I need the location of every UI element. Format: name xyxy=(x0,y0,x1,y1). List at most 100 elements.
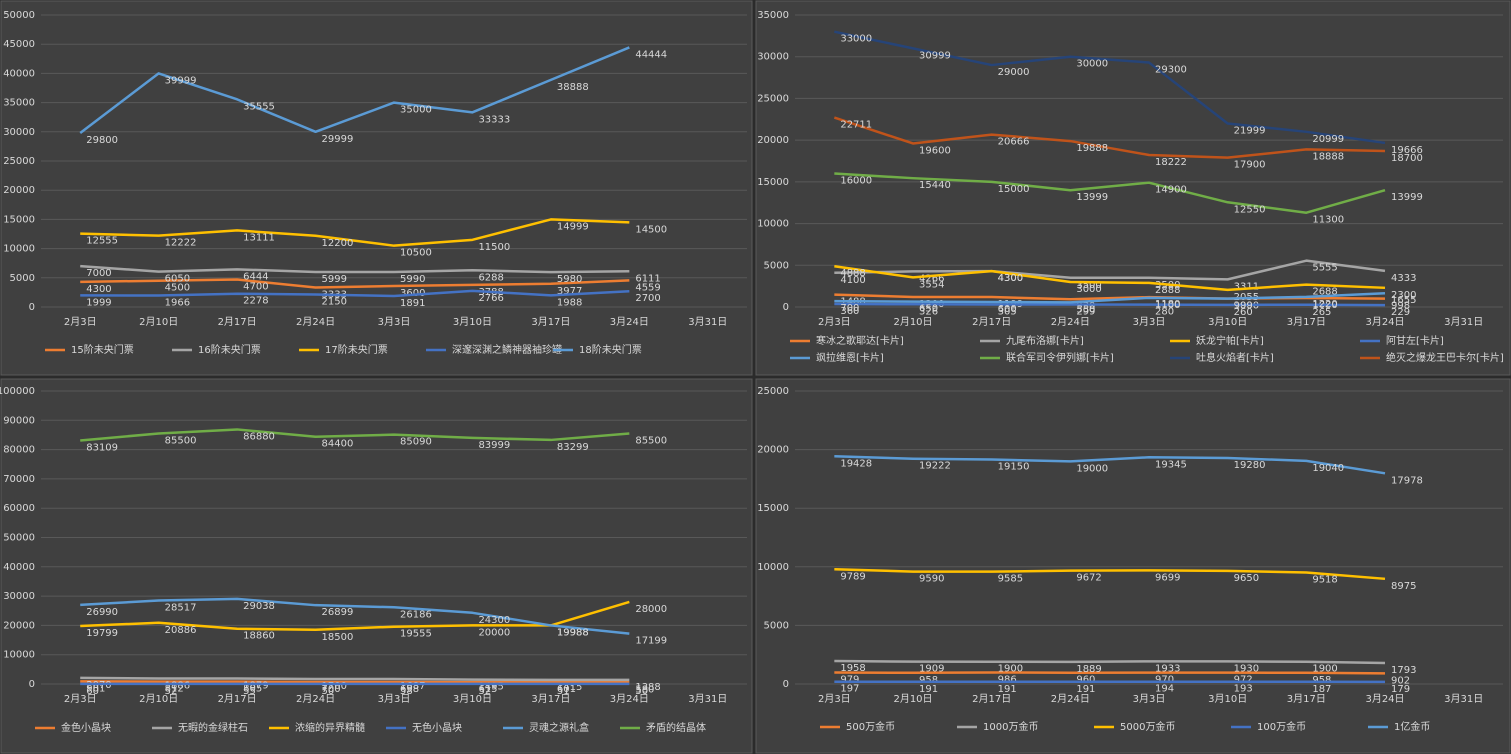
data-label: 972 xyxy=(1234,675,1253,686)
series-line xyxy=(80,597,630,635)
y-tick-label: 10000 xyxy=(3,650,35,661)
data-label: 700 xyxy=(840,303,859,314)
y-tick-label: 40000 xyxy=(3,562,35,573)
data-label: 35555 xyxy=(243,101,275,112)
panel xyxy=(755,378,1511,754)
data-label: 5555 xyxy=(1312,263,1337,274)
x-tick-label: 2月10日 xyxy=(139,693,178,705)
data-label: 1966 xyxy=(165,298,190,309)
series-line xyxy=(80,676,630,682)
data-label: 7000 xyxy=(86,268,111,279)
data-label: 83999 xyxy=(478,440,510,451)
y-tick-label: 45000 xyxy=(3,39,35,50)
y-tick-label: 5000 xyxy=(10,273,35,284)
data-label: 83299 xyxy=(557,442,589,453)
data-label: 1220 xyxy=(1312,299,1337,310)
x-tick-label: 2月17日 xyxy=(972,693,1011,705)
data-label: 901 xyxy=(86,683,105,694)
data-label: 1889 xyxy=(1076,664,1101,675)
legend-label: 寒冰之歌耶达[卡片] xyxy=(816,334,904,347)
x-tick-label: 3月10日 xyxy=(453,693,492,705)
x-tick-label: 3月17日 xyxy=(1287,316,1326,328)
data-label: 700 xyxy=(322,684,341,695)
legend-label: 17阶未央门票 xyxy=(325,343,388,356)
y-tick-label: 100000 xyxy=(0,386,35,397)
series-line xyxy=(834,671,1386,675)
data-label: 179 xyxy=(1391,684,1410,695)
data-label: 19222 xyxy=(919,461,951,472)
panel xyxy=(0,378,753,754)
data-label: 1900 xyxy=(1312,664,1337,675)
data-label: 193 xyxy=(1234,684,1253,695)
data-label: 1700 xyxy=(322,681,347,692)
series-line xyxy=(80,218,630,247)
data-label: 51 xyxy=(557,686,570,697)
x-tick-label: 2月24日 xyxy=(1051,693,1090,705)
data-label: 83109 xyxy=(86,442,118,453)
y-tick-label: 0 xyxy=(29,679,35,690)
x-tick-label: 3月24日 xyxy=(610,316,649,328)
data-label: 29300 xyxy=(1155,65,1187,76)
data-label: 13999 xyxy=(1076,192,1108,203)
y-tick-label: 50000 xyxy=(3,533,35,544)
data-label: 12555 xyxy=(86,236,118,247)
data-label: 18860 xyxy=(243,631,275,642)
data-label: 17900 xyxy=(1234,160,1266,171)
data-label: 194 xyxy=(1155,684,1174,695)
data-label: 1886 xyxy=(165,680,190,691)
series-line xyxy=(80,428,630,442)
data-label: 3554 xyxy=(919,279,944,290)
y-tick-label: 90000 xyxy=(3,415,35,426)
data-label: 4333 xyxy=(1391,273,1416,284)
legend-label: 15阶未央门票 xyxy=(71,343,134,356)
y-tick-label: 35000 xyxy=(757,10,789,21)
data-label: 191 xyxy=(919,684,938,695)
data-label: 2070 xyxy=(86,680,111,691)
x-tick-label: 3月17日 xyxy=(1287,693,1326,705)
data-label: 24300 xyxy=(478,615,510,626)
data-label: 19799 xyxy=(86,628,118,639)
x-tick-label: 3月31日 xyxy=(1444,316,1483,328)
data-label: 4266 xyxy=(919,273,944,284)
data-label: 39999 xyxy=(165,75,197,86)
data-label: 9672 xyxy=(1076,573,1101,584)
data-label: 52 xyxy=(165,686,178,697)
data-label: 2150 xyxy=(322,296,347,307)
y-tick-label: 0 xyxy=(29,302,35,313)
series-line xyxy=(80,600,630,632)
x-tick-label: 3月24日 xyxy=(610,693,649,705)
data-label: 30999 xyxy=(919,50,951,61)
x-tick-label: 2月3日 xyxy=(818,316,851,328)
y-tick-label: 15000 xyxy=(757,177,789,188)
legend-label: 吐息火焰者[卡片] xyxy=(1196,351,1274,364)
series-line xyxy=(80,289,630,298)
data-label: 2688 xyxy=(1312,287,1337,298)
y-tick-label: 20000 xyxy=(3,620,35,631)
data-label: 6288 xyxy=(478,272,503,283)
data-label: 44444 xyxy=(635,49,667,60)
data-label: 805 xyxy=(243,684,262,695)
x-tick-label: 2月17日 xyxy=(218,693,257,705)
y-tick-label: 15000 xyxy=(757,503,789,514)
data-label: 1891 xyxy=(400,298,425,309)
data-label: 1958 xyxy=(840,663,865,674)
data-label: 14500 xyxy=(635,224,667,235)
data-label: 3977 xyxy=(557,286,582,297)
data-label: 6444 xyxy=(243,271,268,282)
y-tick-label: 35000 xyxy=(3,98,35,109)
x-tick-label: 3月10日 xyxy=(1208,693,1247,705)
data-label: 33000 xyxy=(840,34,872,45)
data-label: 50 xyxy=(635,686,648,697)
data-label: 615 xyxy=(478,684,497,695)
data-label: 260 xyxy=(1234,307,1253,318)
y-tick-label: 20000 xyxy=(757,135,789,146)
data-label: 698 xyxy=(400,684,419,695)
x-tick-label: 3月3日 xyxy=(1133,693,1166,705)
data-label: 12550 xyxy=(1234,204,1266,215)
data-label: 1687 xyxy=(400,681,425,692)
x-tick-label: 3月31日 xyxy=(1444,693,1483,705)
data-label: 60 xyxy=(86,686,99,697)
data-label: 4300 xyxy=(998,273,1023,284)
x-tick-label: 3月17日 xyxy=(531,316,570,328)
data-label: 812 xyxy=(165,684,184,695)
